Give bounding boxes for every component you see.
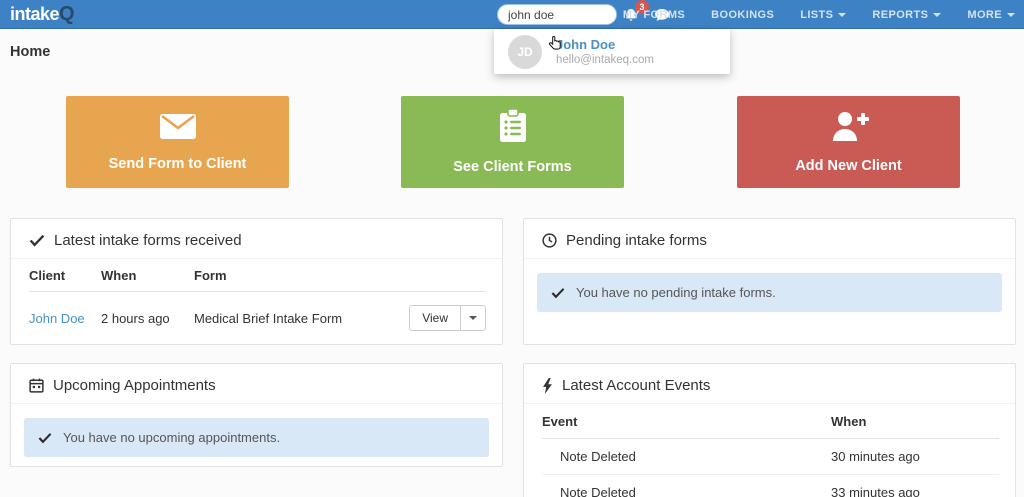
when-cell: 2 hours ago [101,310,170,326]
nav-item-lists[interactable]: LISTS [800,9,847,21]
logo-text-intake: intake [10,4,60,24]
panel-title: Pending intake forms [524,219,1015,259]
panel-title: Upcoming Appointments [11,364,502,404]
column-header-client: Client [29,259,101,292]
view-split-button: View [409,305,486,331]
intakeq-logo[interactable]: intakeQ [10,3,75,26]
nav-item-my-forms[interactable]: MY FORMS [622,8,686,21]
alert-message: You have no pending intake forms. [576,285,776,300]
user-plus-icon [832,112,869,141]
column-header-when: When [831,404,999,439]
check-icon [29,234,45,247]
chevron-down-icon [469,316,477,320]
notifications-button[interactable]: 3 [623,0,649,29]
table-row: John Doe 2 hours ago Medical Brief Intak… [29,292,486,338]
column-header-when: When [101,259,194,292]
table-row: Note Deleted 30 minutes ago [542,438,999,475]
clipboard-icon [499,109,526,142]
search-result-name[interactable]: John Doe [556,37,616,52]
search-result-item[interactable]: John Doe hello@intakeq.com [556,37,654,66]
info-alert: You have no upcoming appointments. [24,418,489,457]
event-cell: Note Deleted [542,438,831,475]
avatar: JD [508,34,542,69]
table-row: Note Deleted 33 minutes ago [542,474,999,497]
panel-upcoming-appointments: Upcoming Appointments You have no upcomi… [10,363,503,467]
lightning-bolt-icon [543,377,552,394]
calendar-icon [29,378,44,393]
see-client-forms-button[interactable]: See Client Forms [401,96,624,188]
button-label: See Client Forms [453,159,572,175]
chevron-down-icon [1007,12,1015,17]
when-cell: 30 minutes ago [831,438,999,475]
mouse-cursor-pointer [548,35,561,50]
envelope-icon [159,113,196,139]
top-navbar: intakeQ 3 MY FORMS BOOKINGS LISTS REPORT… [0,0,1024,29]
column-header-event: Event [542,404,831,439]
nav-item-bookings[interactable]: BOOKINGS [711,8,775,21]
button-label: Add New Client [795,158,902,174]
panel-latest-intake-forms: Latest intake forms received Client When… [10,218,503,345]
info-alert: You have no pending intake forms. [537,273,1002,312]
panel-title: Latest intake forms received [11,219,502,259]
column-header-form: Form [194,259,410,292]
panel-title: Latest Account Events [524,364,1015,404]
view-button[interactable]: View [409,305,461,331]
event-cell: Note Deleted [542,474,831,497]
chevron-down-icon [838,12,847,17]
nav-item-more[interactable]: MORE [967,9,1015,21]
messages-button[interactable] [654,0,670,29]
form-cell: Medical Brief Intake Form [194,310,343,326]
breadcrumb: Home [10,44,51,60]
search-input[interactable] [497,4,617,25]
bell-icon [626,8,636,21]
check-icon [38,432,52,443]
panel-latest-account-events: Latest Account Events Event When Note De… [523,363,1016,497]
intake-forms-table: Client When Form John Doe 2 hours ago Me… [29,259,486,337]
search-results-dropdown: JD John Doe hello@intakeq.com [494,29,730,74]
navbar-menu: MY FORMS BOOKINGS LISTS REPORTS MORE [623,0,1015,29]
check-icon [551,287,565,298]
notification-count-badge: 3 [635,0,649,14]
client-link[interactable]: John Doe [29,310,85,326]
view-dropdown-toggle[interactable] [461,305,486,331]
clock-icon [542,233,557,248]
add-new-client-button[interactable]: Add New Client [737,96,960,188]
button-label: Send Form to Client [108,155,247,172]
alert-message: You have no upcoming appointments. [63,430,281,445]
when-cell: 33 minutes ago [831,474,999,497]
panel-pending-intake-forms: Pending intake forms You have no pending… [523,218,1016,345]
search-result-email: hello@intakeq.com [556,54,654,66]
send-form-to-client-button[interactable]: Send Form to Client [66,96,289,188]
account-events-table: Event When Note Deleted 30 minutes ago N… [542,404,999,497]
chevron-down-icon [933,12,942,17]
chat-bubble-icon [655,8,669,21]
nav-item-reports[interactable]: REPORTS [872,9,942,21]
logo-text-q: Q [59,3,75,25]
